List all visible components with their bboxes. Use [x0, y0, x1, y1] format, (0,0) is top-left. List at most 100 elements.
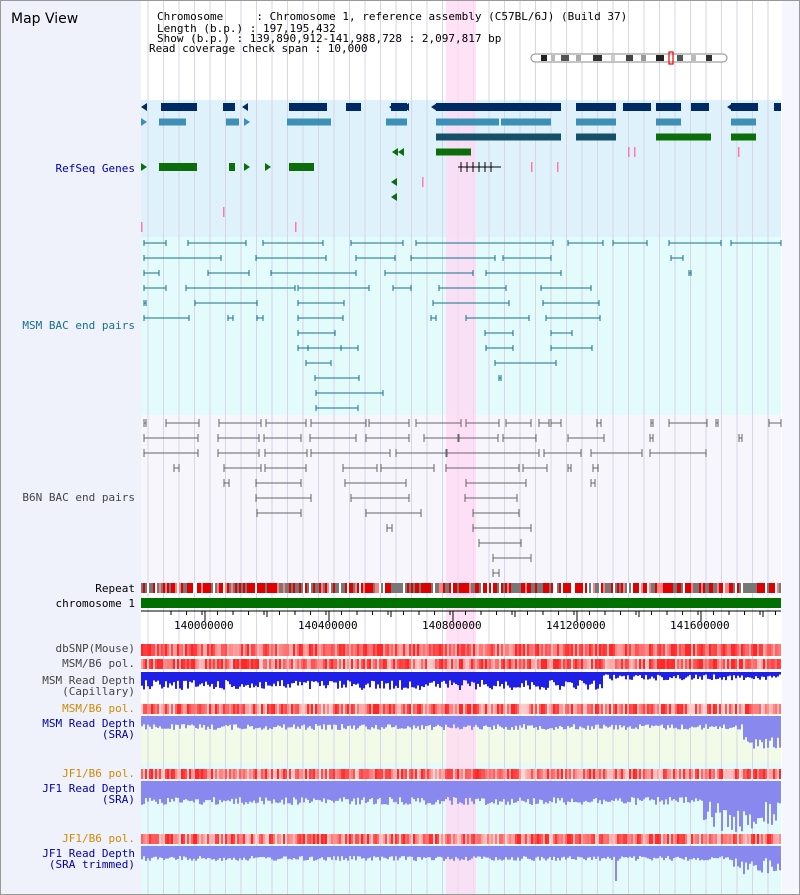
- repeat-segment: [241, 583, 243, 593]
- dbsnp-cell: [253, 644, 255, 656]
- ideogram-band: [641, 55, 646, 61]
- msm-depth-capillary-bar: [431, 672, 433, 683]
- dbsnp-cell: [693, 644, 695, 656]
- dbsnp-cell: [315, 644, 317, 656]
- msm-depth-capillary-bar: [407, 672, 409, 689]
- msm-b6-pol-cell: [595, 659, 597, 669]
- repeat-segment: [273, 583, 275, 593]
- jf1-depth-sra-bar: [383, 781, 385, 805]
- dbsnp-cell: [743, 644, 745, 656]
- jf1-depth-sra-bar: [625, 781, 627, 804]
- jf1-depth-sra-bar: [573, 781, 575, 803]
- pink-feature: [295, 222, 297, 232]
- msm-depth-sra-bar: [175, 716, 177, 725]
- repeat-segment: [737, 583, 739, 593]
- msm-b6-pol-sra-cell: [179, 704, 181, 714]
- msm-depth-capillary-bar: [365, 672, 367, 685]
- jf1-depth-trim-bar: [415, 846, 417, 861]
- msm-b6-pol-sra-cell: [351, 704, 353, 714]
- jf1-b6-pol-trim-cell: [353, 834, 355, 844]
- dbsnp-cell: [153, 644, 155, 656]
- msm-depth-capillary-bar: [505, 672, 507, 682]
- jf1-depth-trim-bar: [521, 846, 523, 859]
- msm-b6-pol-cell: [393, 659, 395, 669]
- track-label-refseq[interactable]: RefSeq Genes: [55, 162, 135, 175]
- jf1-depth-trim-bar: [221, 846, 223, 861]
- dbsnp-cell: [169, 644, 171, 656]
- msm-depth-capillary-bar: [651, 672, 653, 677]
- msm-depth-sra-bar: [325, 716, 327, 730]
- msm-b6-pol-cell: [435, 659, 437, 669]
- track-label-jf1-depth-sra[interactable]: JF1 Read Depth (SRA): [42, 782, 135, 806]
- msm-b6-pol-sra-cell: [695, 704, 697, 714]
- jf1-b6-pol-trim-cell: [181, 834, 183, 844]
- jf1-b6-pol-cell: [671, 769, 673, 779]
- jf1-b6-pol-trim-cell: [737, 834, 739, 844]
- msm-depth-capillary-bar: [583, 672, 585, 684]
- msm-b6-pol-sra-cell: [709, 704, 711, 714]
- jf1-depth-trim-bar: [463, 846, 465, 860]
- jf1-depth-trim-bar: [345, 846, 347, 859]
- jf1-depth-sra-bar: [495, 781, 497, 800]
- msm-b6-pol-cell: [593, 659, 595, 669]
- msm-b6-pol-sra-cell: [337, 704, 339, 714]
- pink-feature: [634, 147, 636, 157]
- dbsnp-cell: [537, 644, 539, 656]
- dbsnp-cell: [325, 644, 327, 656]
- jf1-depth-trim-bar: [761, 846, 763, 873]
- msm-depth-sra-bar: [707, 716, 709, 729]
- track-label-msm-depth-sra[interactable]: MSM Read Depth (SRA): [42, 717, 135, 741]
- jf1-depth-sra-bar: [479, 781, 481, 802]
- msm-b6-pol-cell: [459, 659, 461, 669]
- msm-b6-pol-cell: [167, 659, 169, 669]
- track-label-chromosome[interactable]: chromosome 1: [55, 597, 135, 610]
- track-label-msm-b6-pol-sra[interactable]: MSM/B6 pol.: [62, 702, 135, 715]
- track-label-repeat[interactable]: Repeat: [95, 582, 135, 595]
- jf1-b6-pol-cell: [581, 769, 583, 779]
- jf1-b6-pol-cell: [147, 769, 149, 779]
- msm-b6-pol-cell: [329, 659, 331, 669]
- track-label-b6n-bac[interactable]: B6N BAC end pairs: [22, 491, 135, 504]
- msm-b6-pol-sra-cell: [443, 704, 445, 714]
- track-label-jf1-b6-pol-trimmed[interactable]: JF1/B6 pol.: [62, 832, 135, 845]
- jf1-depth-sra-bar: [433, 781, 435, 805]
- jf1-depth-sra-bar: [411, 781, 413, 798]
- jf1-b6-pol-cell: [219, 769, 221, 779]
- msm-depth-capillary-bar: [357, 672, 359, 684]
- track-label-dbsnp[interactable]: dbSNP(Mouse): [55, 642, 135, 655]
- repeat-segment: [687, 583, 689, 593]
- gene-block: [656, 133, 711, 141]
- dbsnp-cell: [569, 644, 571, 656]
- msm-depth-sra-bar: [631, 716, 633, 729]
- msm-depth-capillary-bar: [189, 672, 191, 682]
- jf1-depth-trim-bar: [751, 846, 753, 862]
- repeat-segment: [181, 583, 183, 593]
- msm-depth-capillary-bar: [221, 672, 223, 689]
- dbsnp-cell: [629, 644, 631, 656]
- track-label-jf1-depth-trimmed[interactable]: JF1 Read Depth (SRA trimmed): [42, 847, 135, 871]
- jf1-depth-trim-bar: [655, 846, 657, 859]
- msm-depth-sra-bar: [479, 716, 481, 730]
- track-label-msm-b6-pol[interactable]: MSM/B6 pol.: [62, 657, 135, 670]
- repeat-segment: [453, 583, 455, 593]
- jf1-b6-pol-cell: [431, 769, 433, 779]
- jf1-depth-trim-bar: [743, 846, 745, 875]
- msm-b6-pol-sra-cell: [759, 704, 761, 714]
- msm-depth-sra-bar: [195, 716, 197, 729]
- msm-depth-sra-bar: [381, 716, 383, 728]
- jf1-b6-pol-trim-cell: [575, 834, 577, 844]
- jf1-depth-sra-bar: [525, 781, 527, 803]
- jf1-depth-trim-bar: [339, 846, 341, 861]
- jf1-b6-pol-cell: [211, 769, 213, 779]
- msm-b6-pol-cell: [613, 659, 615, 669]
- msm-b6-pol-sra-cell: [203, 704, 205, 714]
- track-label-msm-depth-capillary[interactable]: MSM Read Depth (Capillary): [42, 674, 135, 698]
- repeat-segment: [365, 583, 367, 593]
- track-label-msm-bac[interactable]: MSM BAC end pairs: [22, 319, 135, 332]
- msm-depth-capillary-bar: [679, 672, 681, 679]
- dbsnp-cell: [615, 644, 617, 656]
- msm-b6-pol-sra-cell: [373, 704, 375, 714]
- track-label-jf1-b6-pol[interactable]: JF1/B6 pol.: [62, 767, 135, 780]
- msm-depth-sra-bar: [169, 716, 171, 729]
